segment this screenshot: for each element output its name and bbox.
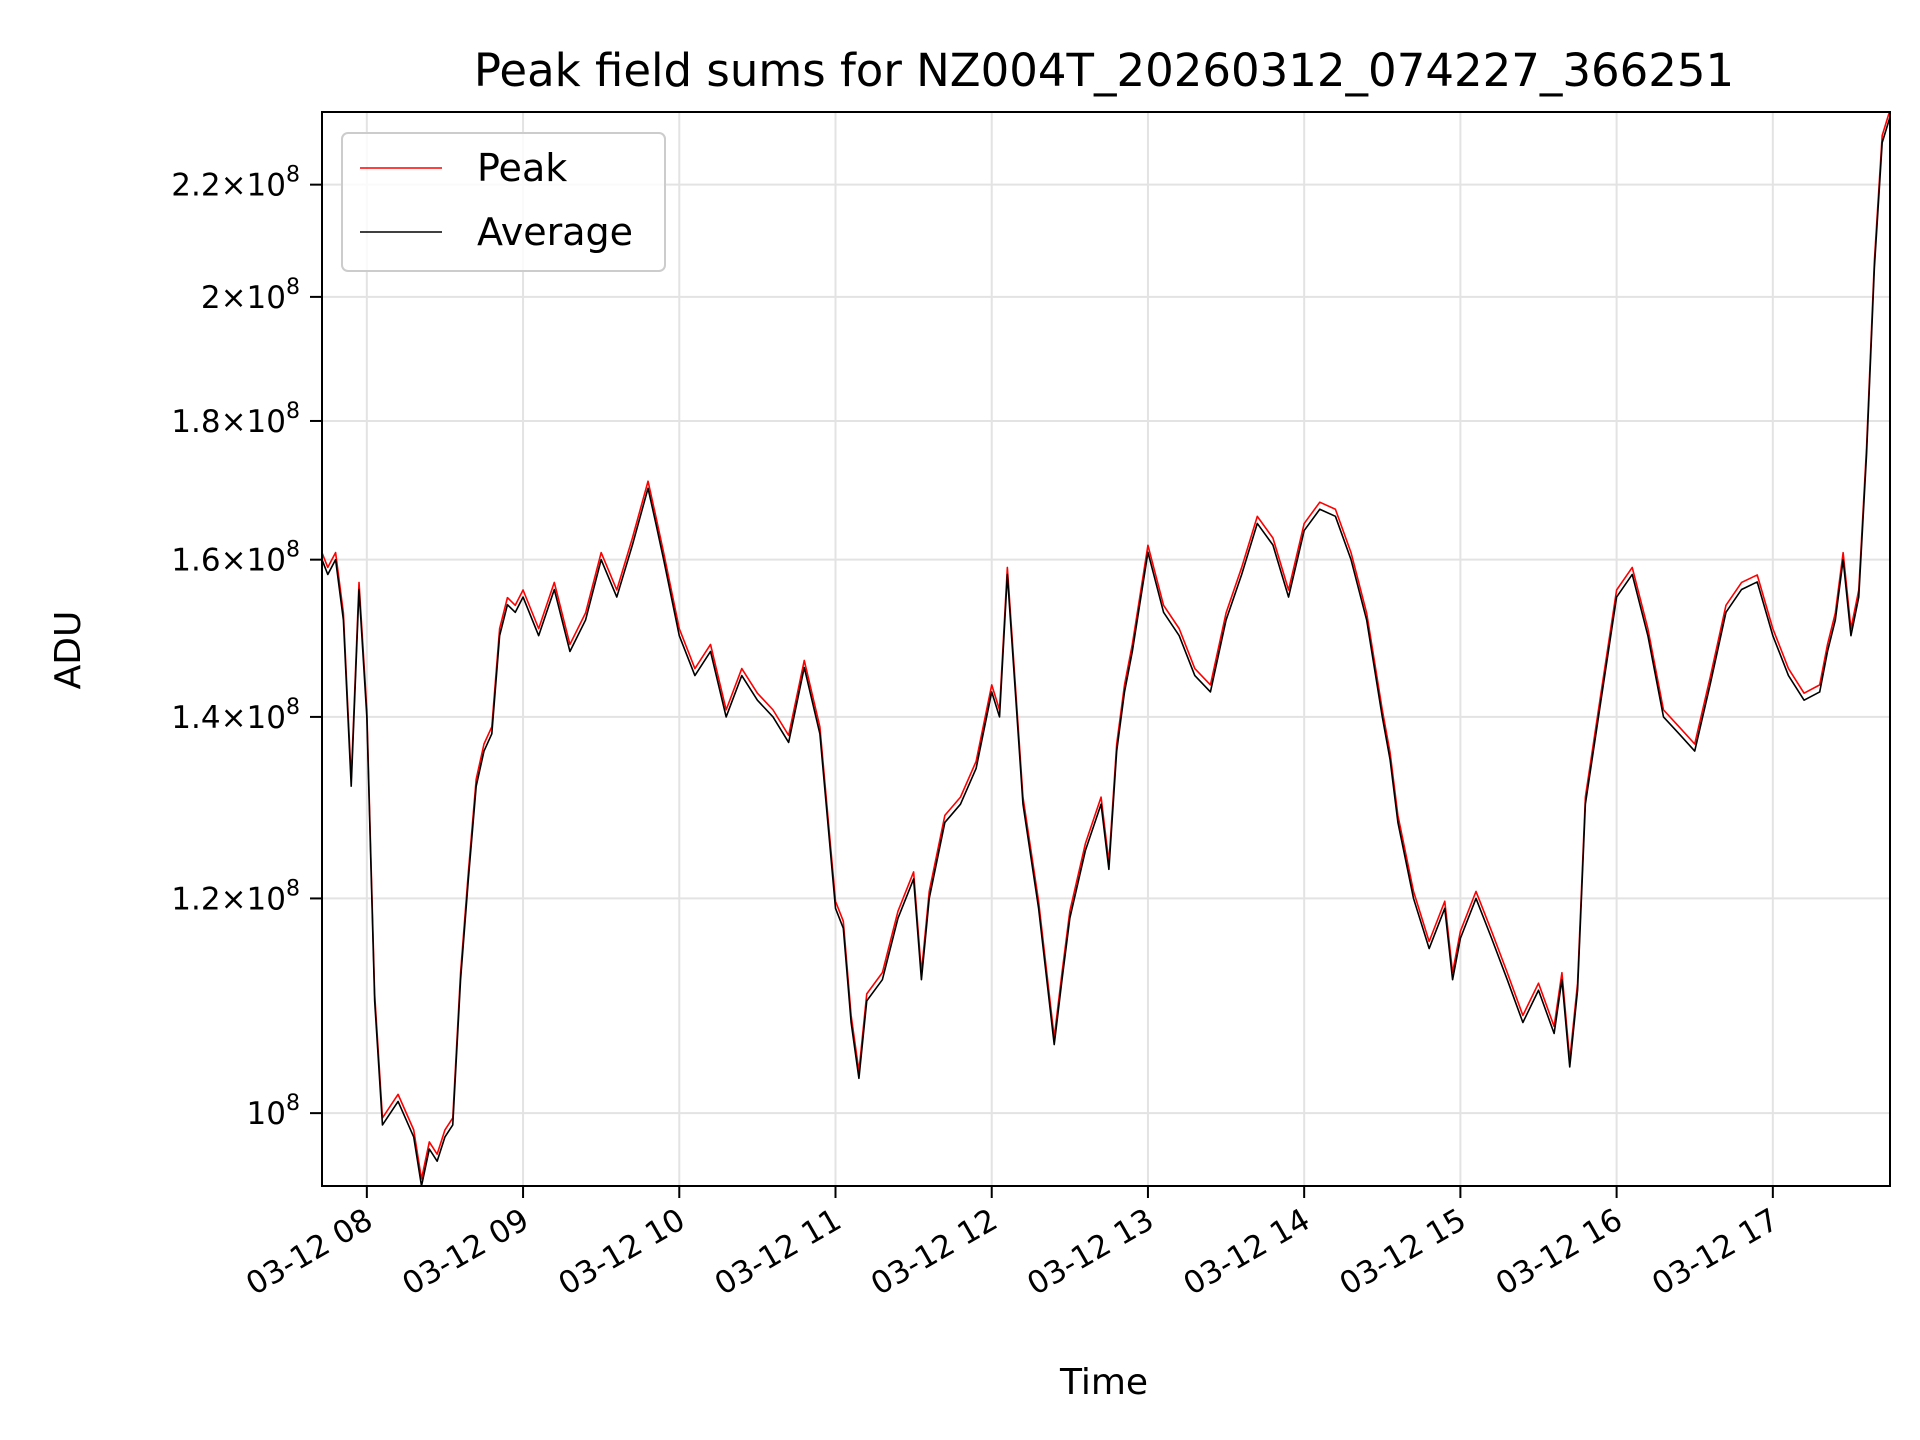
y-tick-label: 2.2×108 — [171, 163, 300, 204]
y-tick-label: 1.6×108 — [171, 538, 300, 579]
series-line-peak — [322, 112, 1890, 1180]
legend-label-average: Average — [477, 210, 633, 254]
y-axis-label: ADU — [48, 611, 89, 690]
grid — [322, 112, 1890, 1186]
plot-frame — [321, 111, 1891, 1187]
y-tick-label: 1.2×108 — [171, 876, 300, 917]
y-tick-label: 108 — [247, 1091, 300, 1132]
y-axis: 108 1.2×108 1.4×108 1.6×108 1.8×108 2×108 2.2×… — [171, 163, 322, 1132]
y-tick-label: 2×108 — [201, 275, 300, 316]
y-tick-label: 1.4×108 — [171, 695, 300, 736]
x-axis-label: Time — [1059, 1362, 1148, 1403]
legend: Peak Average — [341, 132, 666, 272]
legend-label-peak: Peak — [477, 146, 567, 190]
y-tick-label: 1.8×108 — [171, 399, 300, 440]
chart-title: Peak field sums for NZ004T_20260312_0742… — [474, 44, 1734, 97]
series-layer — [322, 112, 1890, 1186]
series-line-average — [322, 116, 1890, 1186]
